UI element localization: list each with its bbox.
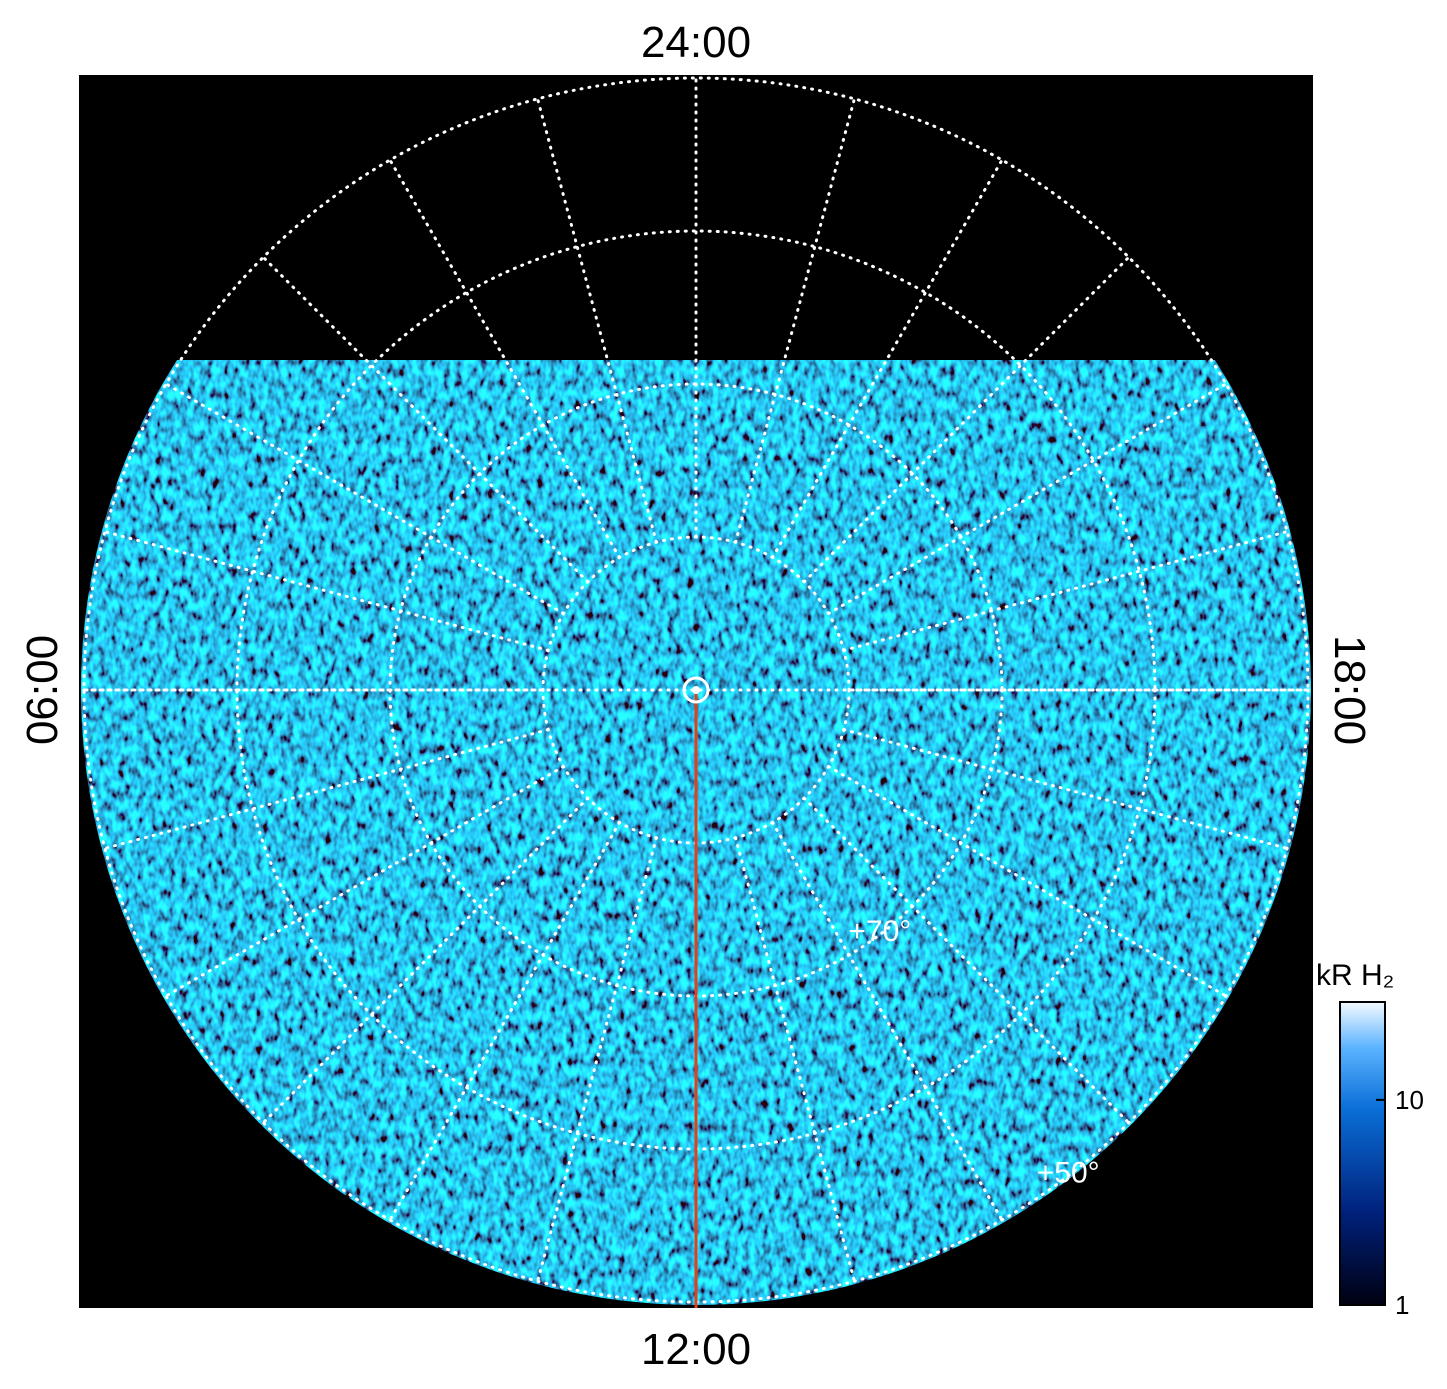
lt-label: 06:00 — [18, 635, 67, 745]
lon-grid-line — [261, 796, 590, 1125]
lon-grid-line — [261, 255, 590, 584]
lon-grid-line — [536, 836, 658, 1283]
lon-grid-line — [827, 382, 1228, 615]
lat-label: +50° — [1037, 1156, 1100, 1189]
lat-label: +70° — [848, 915, 911, 948]
colorbar-tick-label: 10 — [1395, 1085, 1424, 1115]
pole-dot — [692, 686, 700, 694]
colorbar: kR H₂ 1 10 — [1316, 959, 1424, 1320]
lt-label: 18:00 — [1325, 635, 1374, 745]
lon-grid-line — [103, 728, 550, 850]
lt-label: 12:00 — [641, 1325, 751, 1374]
lon-grid-line — [536, 97, 658, 544]
lon-grid-line — [802, 255, 1131, 584]
lon-grid-line — [771, 821, 1004, 1222]
lt-label: 24:00 — [641, 18, 751, 67]
colorbar-tick-label: 1 — [1395, 1290, 1409, 1320]
lon-grid-line — [103, 530, 550, 652]
lon-grid-line — [734, 97, 856, 544]
pole-marker — [682, 676, 710, 704]
colorbar-scale — [1339, 1001, 1386, 1306]
lon-grid-line — [827, 765, 1228, 998]
lon-grid-line — [842, 530, 1289, 652]
lon-grid-line — [771, 158, 1004, 559]
colorbar-title: kR H₂ — [1316, 959, 1394, 992]
lon-grid-line — [388, 158, 621, 559]
lon-grid-line — [734, 836, 856, 1283]
lon-grid-line — [842, 728, 1289, 850]
lon-grid-line — [164, 382, 565, 615]
lon-grid-line — [802, 796, 1131, 1125]
grid — [82, 76, 1310, 1304]
lon-grid-line — [388, 821, 621, 1222]
lon-grid-line — [164, 765, 565, 998]
